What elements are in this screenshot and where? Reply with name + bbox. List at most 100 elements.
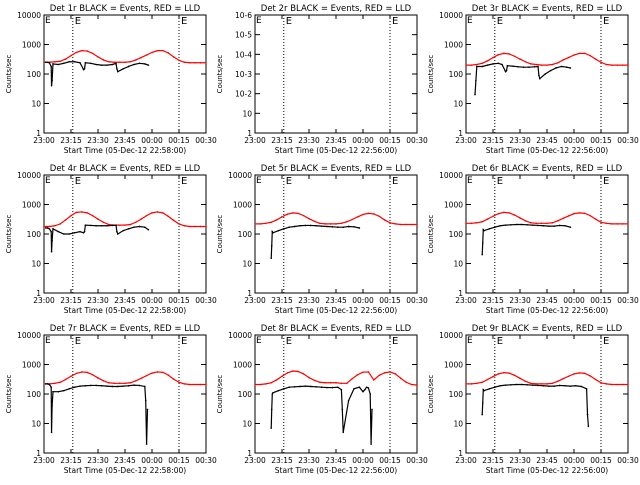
data-point bbox=[115, 224, 117, 226]
data-point bbox=[86, 50, 88, 52]
data-point bbox=[135, 221, 137, 224]
chart-title: Det 7r BLACK = Events, RED = LLD bbox=[50, 324, 201, 334]
y-axis-label: Counts/sec bbox=[427, 215, 435, 254]
data-point bbox=[116, 68, 118, 70]
data-point bbox=[540, 383, 543, 385]
y-tick-label: 1000 bbox=[22, 201, 41, 210]
event-marker-glyph: E bbox=[392, 16, 398, 27]
data-point bbox=[183, 61, 186, 64]
data-point bbox=[54, 60, 56, 63]
data-point bbox=[405, 381, 408, 384]
y-tick-label: 10 bbox=[31, 420, 41, 429]
y-tick-label: 1 bbox=[247, 289, 252, 298]
data-point bbox=[97, 56, 99, 58]
data-point bbox=[84, 61, 87, 64]
event-marker-glyph: E bbox=[75, 176, 81, 187]
data-point bbox=[90, 224, 92, 227]
event-marker-glyph-start: E bbox=[256, 16, 262, 26]
data-point bbox=[504, 224, 507, 226]
data-point bbox=[530, 221, 532, 224]
data-point bbox=[530, 63, 532, 65]
x-axis-label: Start Time (05-Dec-12 22:56:00) bbox=[275, 306, 397, 315]
data-point bbox=[308, 376, 310, 379]
data-point bbox=[68, 60, 70, 63]
events-series-line bbox=[45, 61, 149, 86]
data-point bbox=[548, 385, 550, 387]
data-point bbox=[341, 408, 344, 411]
data-point bbox=[84, 384, 87, 387]
data-point bbox=[553, 225, 555, 227]
event-marker-glyph: E bbox=[603, 16, 609, 27]
y-tick-label: 10000 bbox=[17, 171, 41, 180]
events-series-line bbox=[270, 224, 360, 259]
x-tick-label: 23:45 bbox=[114, 136, 136, 145]
data-point bbox=[365, 386, 368, 389]
data-point bbox=[281, 216, 283, 218]
data-point bbox=[340, 388, 343, 391]
data-point bbox=[304, 385, 307, 387]
data-point bbox=[265, 222, 267, 225]
y-tick-label: 10-3 bbox=[235, 70, 252, 79]
event-marker-glyph: E bbox=[497, 336, 503, 347]
data-point bbox=[562, 59, 564, 61]
data-point bbox=[118, 382, 121, 385]
x-tick-label: 23:15 bbox=[60, 136, 82, 145]
event-marker-glyph: E bbox=[286, 336, 292, 347]
x-tick-label: 00:30 bbox=[406, 456, 428, 465]
x-tick-label: 00:00 bbox=[352, 136, 374, 145]
data-point bbox=[578, 52, 581, 55]
data-point bbox=[475, 79, 477, 82]
data-point bbox=[410, 383, 413, 386]
x-tick-label: 23:00 bbox=[33, 456, 55, 465]
data-point bbox=[347, 399, 350, 402]
data-point bbox=[199, 383, 202, 386]
detector-panel-det1: Det 1r BLACK = Events, RED = LLD Counts/s… bbox=[5, 4, 217, 155]
chart-title: Det 8r BLACK = Events, RED = LLD bbox=[261, 324, 412, 334]
data-point bbox=[481, 253, 484, 256]
data-point bbox=[254, 223, 256, 225]
data-point bbox=[313, 379, 316, 382]
data-point bbox=[64, 378, 67, 381]
data-point bbox=[147, 64, 150, 66]
data-point bbox=[199, 61, 202, 64]
data-point bbox=[286, 372, 289, 374]
y-tick-label: 100 bbox=[27, 230, 42, 239]
y-tick-label: 10 bbox=[242, 420, 252, 429]
data-point bbox=[127, 65, 130, 68]
data-point bbox=[389, 371, 391, 373]
y-tick-label: 100 bbox=[27, 390, 42, 399]
data-point bbox=[517, 66, 519, 68]
event-marker-glyph: E bbox=[286, 176, 292, 187]
data-point bbox=[189, 225, 191, 228]
y-tick-label: 1000 bbox=[22, 41, 41, 50]
data-point bbox=[111, 224, 114, 227]
data-point bbox=[605, 222, 608, 225]
data-point bbox=[621, 223, 624, 225]
x-tick-label: 23:15 bbox=[482, 296, 504, 305]
x-tick-label: 00:15 bbox=[168, 136, 190, 145]
data-point bbox=[508, 212, 511, 214]
data-point bbox=[558, 224, 561, 227]
event-marker-glyph-start: E bbox=[467, 16, 473, 26]
data-point bbox=[530, 382, 532, 385]
x-tick-label: 23:15 bbox=[60, 456, 82, 465]
data-point bbox=[117, 70, 119, 73]
data-point bbox=[50, 84, 53, 87]
data-point bbox=[82, 231, 85, 234]
data-point bbox=[81, 371, 83, 373]
x-tick-label: 23:30 bbox=[87, 136, 109, 145]
y-tick-label: 100 bbox=[238, 390, 253, 399]
plot-frame bbox=[465, 14, 629, 134]
data-point bbox=[476, 65, 478, 68]
data-point bbox=[277, 229, 280, 232]
data-point bbox=[70, 375, 72, 378]
detector-panel-det3: Det 3r BLACK = Events, RED = LLD Counts/s… bbox=[427, 4, 639, 155]
y-tick-label: 10-6 bbox=[235, 11, 252, 20]
data-point bbox=[292, 212, 294, 214]
data-point bbox=[367, 387, 370, 389]
data-point bbox=[135, 59, 137, 61]
data-point bbox=[117, 385, 119, 388]
data-point bbox=[416, 223, 418, 226]
data-point bbox=[503, 211, 505, 214]
data-point bbox=[286, 213, 289, 215]
